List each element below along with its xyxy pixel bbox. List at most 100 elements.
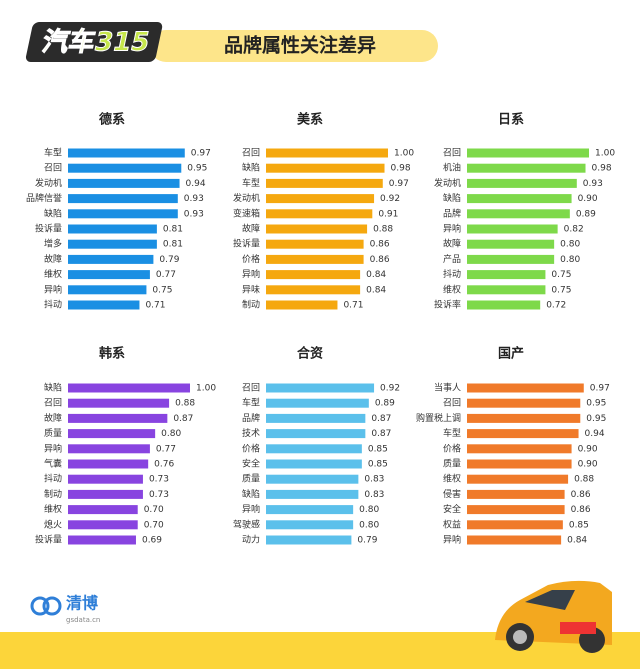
category-label: 制动 [242, 299, 260, 311]
category-label: 安全 [242, 458, 260, 470]
bar [467, 535, 562, 545]
value-label: 0.87 [371, 414, 391, 424]
value-label: 0.76 [154, 460, 174, 470]
category-label: 权益 [443, 518, 461, 530]
bar [68, 194, 178, 204]
value-label: 0.92 [380, 194, 400, 204]
category-label: 缺陷 [242, 488, 260, 500]
category-label: 产品 [443, 253, 461, 265]
bar [467, 398, 581, 408]
category-label: 品牌 [242, 412, 260, 424]
value-label: 0.69 [142, 536, 162, 546]
category-label: 购置税上调 [416, 412, 461, 424]
category-label: 侵害 [443, 488, 461, 500]
bar [68, 285, 147, 295]
value-label: 0.93 [184, 194, 204, 204]
bar [266, 413, 366, 423]
value-label: 1.00 [595, 149, 615, 159]
category-label: 投诉量 [35, 223, 62, 235]
value-label: 0.98 [391, 164, 411, 174]
bar [266, 535, 352, 545]
category-label: 异响 [443, 223, 461, 235]
category-label: 投诉量 [35, 534, 62, 546]
value-label: 0.81 [163, 225, 183, 235]
value-label: 0.80 [359, 520, 379, 530]
category-label: 熄火 [44, 518, 62, 530]
bar [68, 254, 154, 264]
category-label: 异响 [242, 268, 260, 280]
bar [266, 163, 385, 173]
bar [467, 505, 565, 515]
bar [266, 194, 375, 204]
bar [68, 209, 178, 219]
bar [467, 444, 572, 454]
chart-title: 韩系 [99, 346, 125, 362]
value-label: 0.85 [368, 460, 388, 470]
value-label: 0.89 [375, 399, 395, 409]
brand-site: gsdata.cn [66, 616, 100, 624]
chart-title: 日系 [498, 112, 524, 128]
bar [68, 383, 190, 393]
value-label: 0.86 [370, 255, 390, 265]
category-label: 质量 [44, 427, 62, 439]
bar [467, 270, 546, 280]
value-label: 0.86 [370, 240, 390, 250]
value-label: 0.71 [343, 301, 363, 311]
category-label: 车型 [242, 397, 260, 409]
bar [266, 224, 368, 234]
car [495, 580, 612, 653]
bar [467, 239, 555, 249]
footer-logo: 清博 gsdata.cn [30, 594, 100, 624]
chart-title: 德系 [99, 112, 125, 128]
brand-name: 清博 [66, 594, 98, 613]
bar [266, 429, 366, 439]
category-label: 发动机 [35, 177, 62, 189]
chart-title: 美系 [297, 112, 323, 128]
bar [467, 163, 586, 173]
bar [467, 459, 572, 469]
category-label: 安全 [443, 503, 461, 515]
category-label: 缺陷 [44, 207, 62, 219]
category-label: 车型 [443, 427, 461, 439]
bar [266, 239, 364, 249]
value-label: 0.98 [592, 164, 612, 174]
logo-ring [42, 596, 62, 616]
bar [467, 489, 565, 499]
category-label: 抖动 [443, 268, 461, 280]
value-label: 0.88 [175, 399, 195, 409]
category-label: 维权 [443, 283, 461, 295]
bar [467, 429, 579, 439]
category-label: 召回 [44, 163, 62, 174]
category-label: 投诉量 [233, 238, 260, 250]
category-label: 异响 [443, 534, 461, 546]
value-label: 0.80 [560, 255, 580, 265]
category-label: 技术 [242, 427, 260, 439]
category-label: 异味 [242, 283, 260, 295]
value-label: 0.73 [149, 490, 169, 500]
logo-text: 汽车315 [40, 27, 153, 58]
category-label: 品牌 [443, 207, 461, 219]
page-title: 品牌属性关注差异 [224, 34, 376, 57]
value-label: 0.93 [583, 179, 603, 189]
value-label: 0.86 [571, 505, 591, 515]
bar [68, 489, 143, 499]
category-label: 维权 [44, 268, 62, 280]
value-label: 0.81 [163, 240, 183, 250]
category-label: 抖动 [44, 473, 62, 485]
value-label: 0.88 [574, 475, 594, 485]
bar [266, 270, 361, 280]
value-label: 0.93 [184, 209, 204, 219]
value-label: 0.75 [551, 270, 571, 280]
value-label: 0.83 [364, 475, 384, 485]
chart-title: 国产 [498, 346, 524, 362]
value-label: 0.84 [567, 536, 587, 546]
value-label: 0.94 [186, 179, 206, 189]
category-label: 车型 [242, 177, 260, 189]
logo: 汽车315 [25, 22, 163, 62]
bar [266, 398, 369, 408]
value-label: 0.88 [373, 225, 393, 235]
category-label: 增多 [44, 238, 62, 250]
bar [467, 209, 570, 219]
category-label: 车型 [44, 147, 62, 159]
